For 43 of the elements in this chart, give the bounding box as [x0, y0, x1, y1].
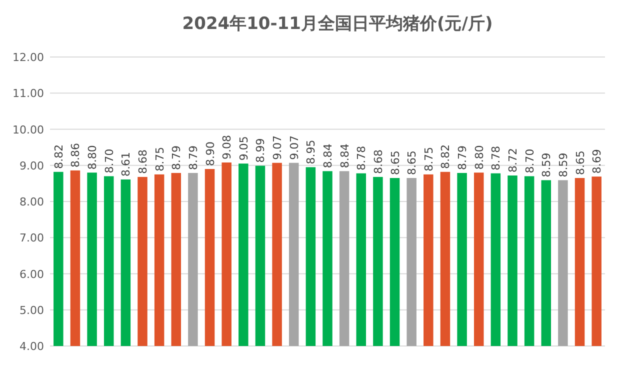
y-tick-label: 12.00	[12, 51, 44, 64]
y-tick-label: 5.00	[20, 304, 44, 317]
data-label: 8.65	[574, 150, 587, 176]
y-tick-label: 11.00	[12, 87, 44, 100]
data-label: 8.99	[254, 138, 268, 163]
data-label: 8.82	[52, 144, 66, 169]
data-label: 8.82	[439, 144, 452, 169]
y-tick-label: 4.00	[20, 340, 44, 353]
data-label: 8.84	[322, 144, 334, 168]
data-label: 8.68	[136, 149, 150, 174]
data-label: 9.05	[237, 136, 250, 161]
data-label: 8.61	[120, 152, 133, 176]
data-label: 8.72	[506, 148, 520, 172]
data-label: 8.59	[540, 152, 554, 178]
data-label: 8.79	[186, 145, 200, 170]
data-label: 8.59	[556, 152, 570, 178]
data-label: 9.08	[220, 134, 234, 160]
y-tick-label: 6.00	[20, 268, 44, 281]
y-tick-label: 10.00	[12, 123, 44, 136]
y-tick-label: 7.00	[20, 232, 44, 245]
data-label: 8.80	[86, 145, 100, 170]
data-label: 8.78	[490, 146, 503, 170]
data-label: 8.90	[204, 141, 217, 166]
y-tick-label: 8.00	[20, 196, 44, 208]
data-label: 8.70	[102, 148, 116, 174]
data-label: 8.75	[153, 146, 166, 172]
title: 2024年10-11月全国日平均猪价(元/斤)	[182, 14, 493, 34]
data-label: 8.69	[590, 149, 604, 174]
y-tick-label: 9.00	[20, 159, 44, 172]
data-label: 8.84	[338, 144, 352, 168]
data-label: 8.79	[170, 145, 184, 170]
data-label: 8.70	[523, 148, 536, 174]
data-label: 8.75	[422, 146, 436, 172]
data-label: 8.86	[69, 142, 82, 168]
data-label: 8.80	[472, 145, 486, 170]
data-label: 9.07	[271, 135, 284, 160]
data-label: 8.65	[406, 150, 419, 176]
data-label: 8.68	[372, 149, 385, 174]
data-label: 8.78	[355, 146, 368, 170]
data-label: 8.79	[456, 145, 470, 170]
data-label: 9.07	[288, 135, 301, 160]
data-label: 8.95	[304, 140, 318, 164]
data-label: 8.65	[388, 150, 402, 176]
